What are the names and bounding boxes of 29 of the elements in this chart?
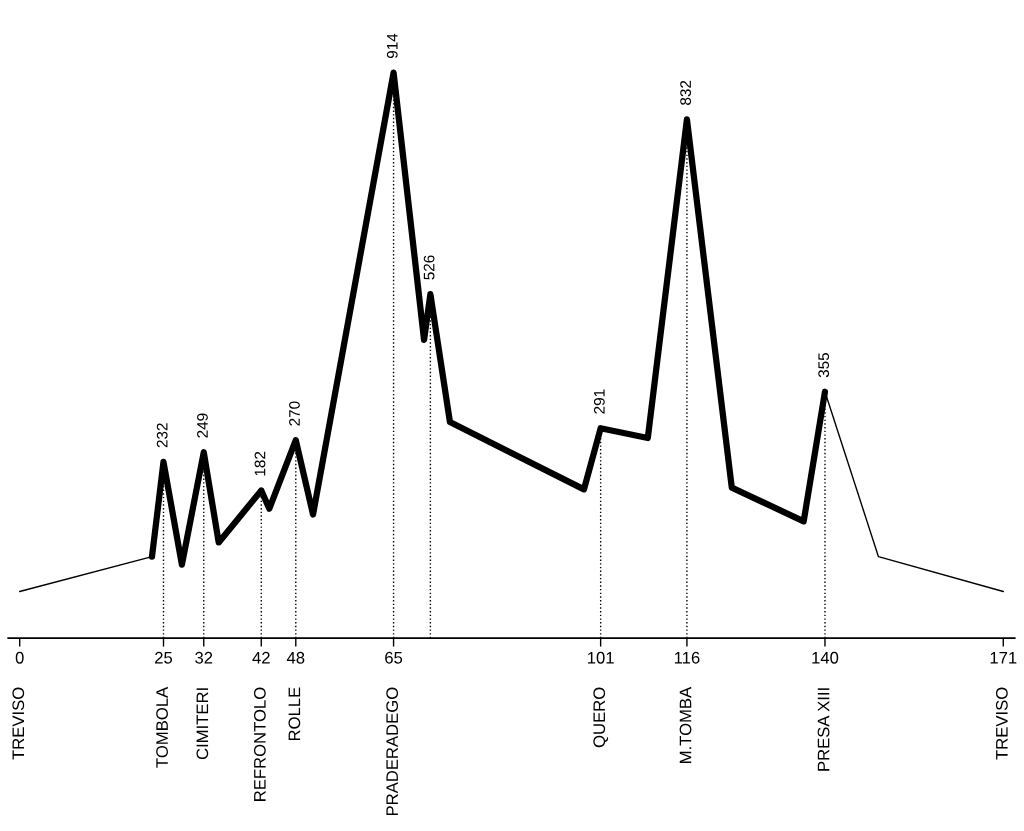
text: REFRONTOLO [253, 687, 266, 801]
data-label: 182 [254, 451, 266, 476]
text: PRESA XIII [817, 688, 830, 771]
x-tick-label: 32 [195, 651, 213, 664]
data-label: 914 [386, 33, 398, 59]
x-tick-label: 140 [812, 651, 839, 664]
text: CIMITERI [196, 688, 209, 760]
data-label: 232 [156, 423, 168, 448]
text: M.TOMBA [679, 686, 692, 763]
x-tick-label: 65 [385, 651, 403, 664]
x-tick-label: 42 [252, 651, 270, 664]
text: TOMBOLA [156, 686, 168, 768]
data-label: 270 [289, 401, 300, 426]
text: QUERO [593, 687, 609, 748]
data-label: 832 [680, 80, 692, 105]
data-label: 291 [593, 389, 605, 414]
text: TREVISO [12, 687, 25, 760]
text: TREVISO [995, 687, 1008, 760]
text: ROLLE [288, 687, 301, 741]
x-tick-label: 25 [155, 651, 173, 664]
x-tick-label: 101 [588, 651, 614, 664]
x-tick-label: 116 [674, 651, 700, 664]
data-label: 249 [197, 413, 208, 438]
text: PRADERADEGO [386, 687, 399, 816]
data-label: 526 [423, 255, 435, 280]
x-tick-label: 48 [286, 651, 305, 664]
x-tick-label: 0 [15, 651, 24, 664]
x-tick-label: 171 [990, 652, 1017, 664]
data-label: 355 [818, 352, 830, 378]
